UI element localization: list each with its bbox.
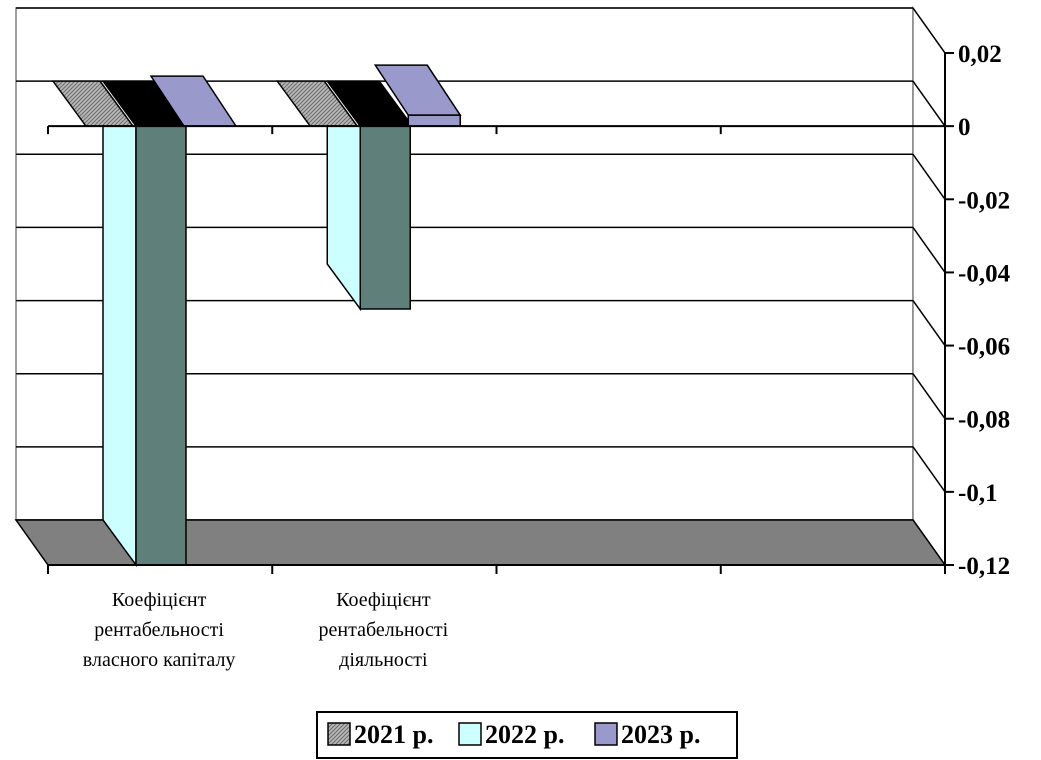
gridline-side — [912, 153, 946, 200]
category-label: Коефіцієнт рентабельності власного капітал… — [83, 589, 236, 671]
y-axis-tick-labels: 0,02 0 -0,02 -0,04 -0,06 -0,08 -0,1 -0,12 — [945, 41, 1011, 580]
bar-2022-cat1-front — [359, 125, 411, 310]
bar-2023-cat1-front — [407, 114, 461, 127]
axes — [47, 53, 946, 574]
category-label-line: власного капіталу — [83, 649, 236, 671]
gridline-side — [912, 446, 946, 493]
y-tick-label: 0,02 — [958, 41, 1002, 68]
legend-label-2022: 2022 р. — [485, 720, 564, 749]
legend-label-2023: 2023 р. — [621, 720, 700, 749]
legend-box — [316, 711, 738, 759]
side-wall — [912, 5, 946, 568]
category-label-line: Коефіцієнт — [336, 589, 431, 611]
category-labels: Коефіцієнт рентабельності власного капітал… — [83, 589, 449, 671]
y-tick-label: -0,02 — [958, 187, 1010, 214]
legend-swatch-2021 — [327, 722, 351, 746]
bar-2022-cat0 — [102, 125, 137, 568]
y-tick-label: -0,12 — [958, 553, 1010, 580]
legend-label-2021: 2021 р. — [354, 720, 433, 749]
category-label-line: рентабельності — [94, 619, 224, 641]
gridline-side — [912, 300, 946, 347]
legend: 2021 р. 2022 р. 2023 р. — [316, 711, 738, 759]
legend-swatch-2023 — [594, 722, 618, 746]
bar-2022-cat0-front — [135, 125, 187, 566]
bars — [51, 64, 462, 568]
gridline-side — [912, 226, 946, 273]
gridline-side — [912, 373, 946, 420]
y-tick-label: -0,1 — [958, 480, 998, 507]
category-label-line: Коефіцієнт — [112, 589, 207, 611]
y-tick-label: -0,04 — [958, 260, 1011, 287]
y-tick-label: 0 — [958, 114, 971, 141]
gridline-side — [912, 7, 946, 54]
y-tick-label: -0,08 — [958, 407, 1010, 434]
category-label-line: рентабельності — [319, 619, 449, 641]
legend-swatch-2022 — [458, 722, 482, 746]
chart-walls — [15, 5, 946, 568]
gridline-side — [912, 80, 946, 127]
category-label: Коефіцієнт рентабельності діяльності — [319, 589, 449, 671]
y-tick-label: -0,06 — [958, 334, 1010, 361]
category-label-line: діяльності — [339, 649, 428, 671]
